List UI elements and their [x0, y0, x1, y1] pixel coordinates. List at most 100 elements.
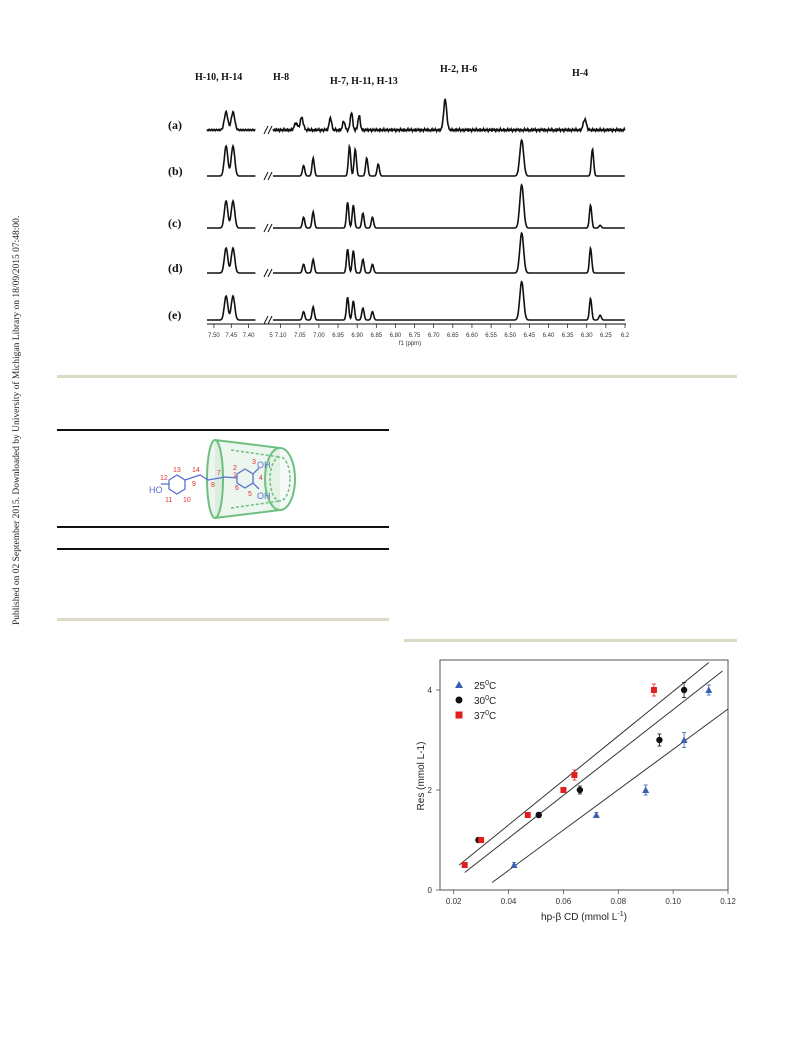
nmr-peak-group-label: H-7, H-11, H-13	[330, 76, 398, 87]
nmr-tick-label: 6.35	[562, 333, 574, 339]
nmr-trace-c-right	[273, 183, 625, 229]
section-rule	[57, 375, 737, 378]
x-tick-label: 0.08	[610, 897, 626, 906]
nmr-trace-e-left	[207, 294, 256, 321]
right-column-rule	[404, 639, 737, 642]
legend-marker-25C	[455, 681, 463, 688]
nmr-axis-break	[263, 268, 273, 278]
publication-notice: Published on 02 September 2015. Download…	[12, 215, 22, 625]
nmr-trace-label: (c)	[168, 216, 181, 230]
nmr-trace-c-left	[207, 198, 256, 229]
nmr-tick-label: 6.95	[332, 333, 344, 339]
nmr-tick-label: 6.70	[428, 333, 440, 339]
cyclodextrin-cone	[206, 439, 296, 519]
nmr-tick-label: 6.30	[581, 333, 593, 339]
nmr-figure: H-10, H-14 H-8 H-7, H-11, H-13H-2, H-6 H-4 …	[168, 64, 630, 347]
nmr-tick-label: 7.05	[294, 333, 306, 339]
atom-number-label: 8	[211, 482, 215, 489]
data-point-37C	[478, 837, 485, 843]
data-point-25C	[705, 686, 713, 693]
nmr-tick-label: 6.40	[543, 333, 555, 339]
data-point-30C	[680, 686, 688, 694]
nmr-axis-break	[263, 223, 273, 233]
atom-number-label: 7	[217, 470, 221, 477]
data-point-30C	[656, 736, 663, 744]
atom-number-label: 4	[259, 475, 263, 482]
nmr-trace-label: (b)	[168, 164, 183, 178]
nmr-tick-label: 6.75	[409, 333, 421, 339]
atom-number-label: 3	[252, 459, 256, 466]
nmr-tick-label: 6.50	[504, 333, 516, 339]
nmr-x-axis-label: f1 (ppm)	[399, 341, 421, 347]
atom-number-label: 10	[183, 497, 191, 504]
nmr-trace-d-left	[207, 246, 256, 274]
nmr-peak-group-label: H-4	[572, 68, 588, 79]
group-label-oh-top: OH	[257, 460, 271, 470]
atom-number-label: 13	[173, 467, 181, 474]
nmr-tick-label: 7.50	[208, 333, 220, 339]
left-column-rule	[57, 618, 389, 621]
nmr-tick-label: 6.90	[351, 333, 363, 339]
group-label-oh-bottom: OH	[257, 491, 271, 501]
nmr-tick-label: 7.10	[275, 333, 287, 339]
nmr-trace-b-right	[273, 138, 625, 177]
atom-number-label: 2	[233, 465, 237, 472]
nmr-trace-e-right	[273, 280, 625, 321]
data-point-37C	[571, 772, 578, 778]
nmr-peak-group-label: H-8	[273, 72, 289, 83]
nmr-trace-b-left	[207, 143, 256, 177]
legend-entry: 300C	[474, 695, 496, 707]
x-axis-label: hp-β CD (mmol L-1)	[541, 911, 627, 923]
legend-marker-30C	[455, 696, 463, 704]
nmr-tick-label: 6.55	[485, 333, 497, 339]
atom-number-label: 12	[160, 475, 168, 482]
nmr-tick-label: 6.45	[524, 333, 536, 339]
nmr-trace-d-right	[273, 231, 625, 274]
nmr-axis-break	[263, 315, 273, 325]
fit-line-0	[491, 708, 729, 883]
nmr-axis-break	[263, 171, 273, 181]
nmr-tick-label: 6.85	[370, 333, 382, 339]
x-tick-label: 0.06	[556, 897, 572, 906]
nmr-tick-label: 7.00	[313, 333, 325, 339]
nmr-break-tick: 5	[269, 333, 273, 339]
nmr-tick-label: 7.45	[225, 333, 237, 339]
table-bottom-rule	[57, 548, 389, 550]
atom-number-label: 9	[192, 481, 196, 488]
nmr-trace-a-left	[206, 109, 256, 132]
y-tick-label: 0	[428, 886, 433, 895]
nmr-tick-label: 6.65	[447, 333, 459, 339]
fit-line-1	[464, 670, 723, 873]
fit-line-2	[458, 662, 710, 866]
nmr-trace-label: (d)	[168, 261, 183, 275]
atom-number-label: 5	[248, 491, 252, 498]
legend-marker-37C	[455, 711, 463, 719]
x-tick-label: 0.10	[665, 897, 681, 906]
data-point-30C	[535, 811, 542, 819]
data-point-25C	[592, 811, 600, 818]
data-point-37C	[650, 687, 657, 693]
table-mid-rule	[57, 526, 389, 528]
nmr-tick-label: 6.2	[621, 333, 630, 339]
y-tick-label: 2	[428, 786, 433, 795]
atom-number-label: 1	[233, 472, 237, 479]
legend-entry: 370C	[474, 710, 496, 722]
table-top-rule	[57, 429, 389, 431]
atom-number-label: 6	[235, 485, 239, 492]
nmr-tick-label: 6.25	[600, 333, 612, 339]
nmr-tick-label: 6.60	[466, 333, 478, 339]
nmr-tick-label: 6.80	[390, 333, 402, 339]
data-point-25C	[642, 786, 650, 793]
data-point-37C	[461, 862, 468, 868]
nmr-trace-a-right	[272, 98, 626, 134]
atom-number-label: 11	[165, 497, 172, 504]
inclusion-complex-diagram: 13 14 12 9 11 10 78 12 3 4 5 6 HO OH OH	[149, 439, 296, 519]
plot-frame	[439, 659, 729, 891]
group-label-ho: HO	[149, 485, 163, 495]
nmr-axis-break	[263, 125, 273, 135]
legend-entry: 250C	[474, 680, 496, 692]
nmr-trace-label: (e)	[168, 308, 181, 322]
data-point-25C	[680, 736, 688, 743]
x-tick-label: 0.02	[446, 897, 462, 906]
nmr-trace-label: (a)	[168, 118, 182, 132]
